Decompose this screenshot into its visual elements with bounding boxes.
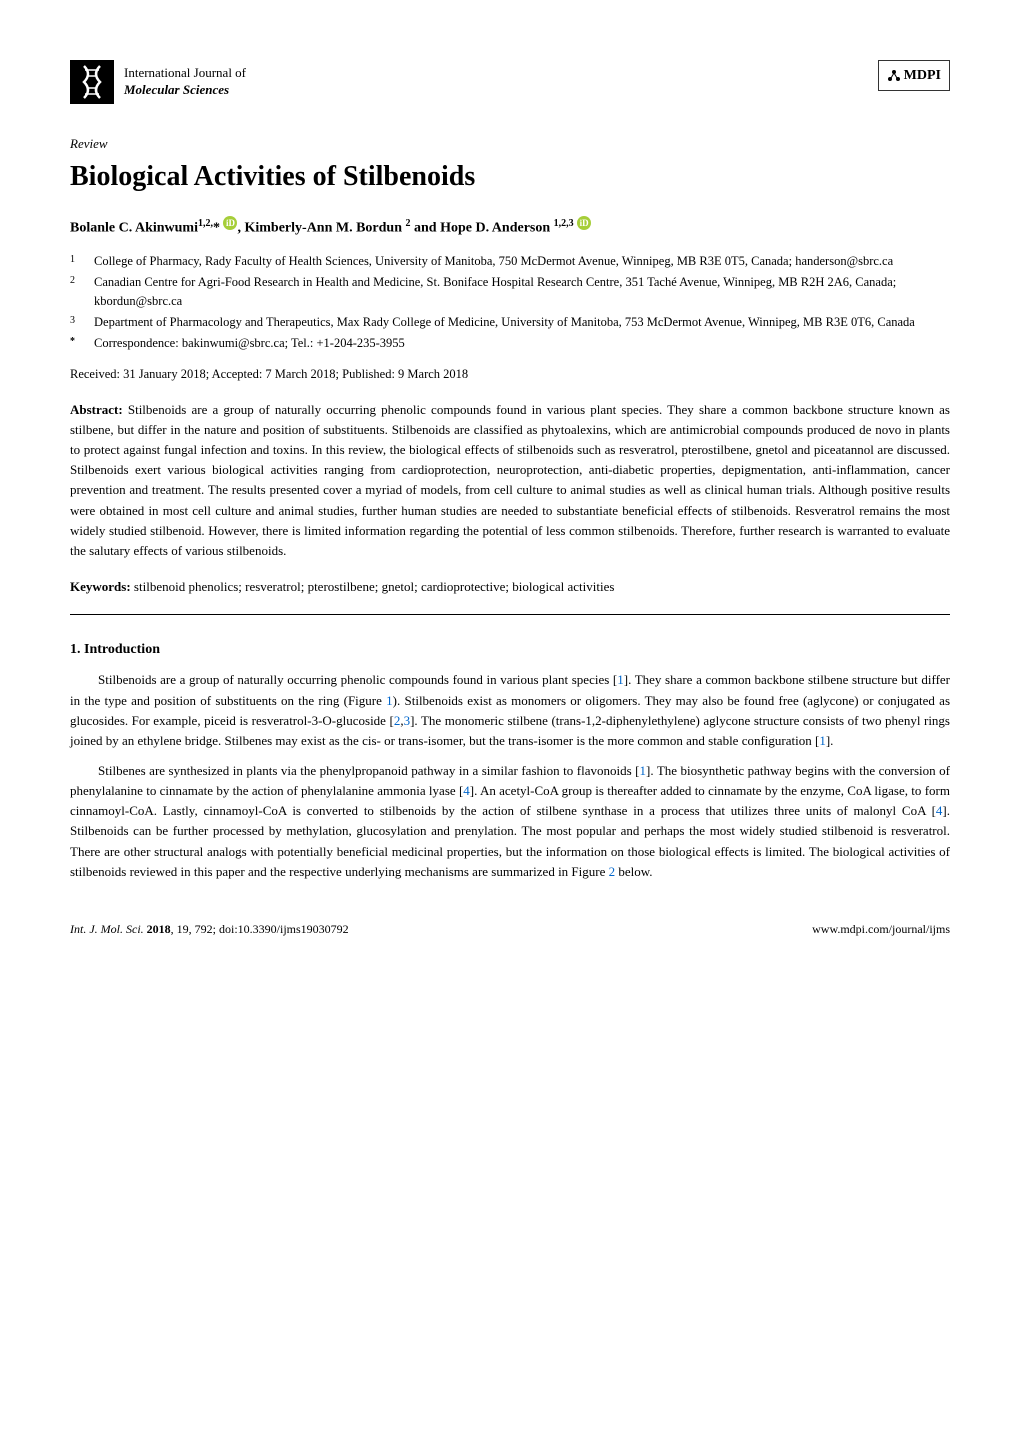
article-type: Review xyxy=(70,134,950,154)
dates-line: Received: 31 January 2018; Accepted: 7 M… xyxy=(70,365,950,384)
abstract-block: Abstract: Stilbenoids are a group of nat… xyxy=(70,400,950,561)
aff-text: College of Pharmacy, Rady Faculty of Hea… xyxy=(94,252,950,271)
paragraph: Stilbenes are synthesized in plants via … xyxy=(70,761,950,882)
footer-year: 2018 xyxy=(147,922,171,936)
author-1-sup: 1,2, xyxy=(198,218,213,229)
article-title: Biological Activities of Stilbenoids xyxy=(70,156,950,198)
affiliation-item: * Correspondence: bakinwumi@sbrc.ca; Tel… xyxy=(70,334,950,353)
section-heading: 1. Introduction xyxy=(70,639,950,660)
authors-line: Bolanle C. Akinwumi1,2,* iD, Kimberly-An… xyxy=(70,216,950,239)
aff-num: 2 xyxy=(70,275,75,286)
footer-doi: , 19, 792; doi:10.3390/ijms19030792 xyxy=(171,922,349,936)
mdpi-label: MDPI xyxy=(904,65,941,86)
aff-text: Canadian Centre for Agri-Food Research i… xyxy=(94,273,950,311)
orcid-icon[interactable]: iD xyxy=(577,216,591,230)
divider xyxy=(70,614,950,615)
abstract-label: Abstract: xyxy=(70,402,123,417)
aff-text: Department of Pharmacology and Therapeut… xyxy=(94,313,950,332)
keywords-label: Keywords: xyxy=(70,579,131,594)
journal-name-line1: International Journal of xyxy=(124,65,246,82)
aff-num: * xyxy=(70,334,94,353)
dna-icon xyxy=(70,60,114,104)
abstract-text: Stilbenoids are a group of naturally occ… xyxy=(70,402,950,558)
mdpi-tree-icon xyxy=(887,69,901,83)
aff-num: 3 xyxy=(70,315,75,326)
affiliation-item: 1 College of Pharmacy, Rady Faculty of H… xyxy=(70,252,950,271)
mdpi-logo: MDPI xyxy=(878,60,950,91)
author-1-asterisk: * xyxy=(213,220,220,235)
keywords-block: Keywords: stilbenoid phenolics; resverat… xyxy=(70,577,950,597)
footer-left: Int. J. Mol. Sci. 2018, 19, 792; doi:10.… xyxy=(70,920,349,938)
footer-right[interactable]: www.mdpi.com/journal/ijms xyxy=(812,920,950,938)
journal-logo-block: International Journal of Molecular Scien… xyxy=(70,60,246,104)
affiliation-item: 3 Department of Pharmacology and Therape… xyxy=(70,313,950,332)
orcid-icon[interactable]: iD xyxy=(223,216,237,230)
author-1: Bolanle C. Akinwumi xyxy=(70,220,198,235)
author-3-sup: 1,2,3 xyxy=(554,218,574,229)
affiliation-item: 2 Canadian Centre for Agri-Food Research… xyxy=(70,273,950,311)
aff-num: 1 xyxy=(70,254,75,265)
keywords-text: stilbenoid phenolics; resveratrol; ptero… xyxy=(131,579,615,594)
journal-name-line2: Molecular Sciences xyxy=(124,82,246,99)
author-3: and Hope D. Anderson xyxy=(411,220,551,235)
author-2: , Kimberly-Ann M. Bordun xyxy=(237,220,402,235)
footer-journal: Int. J. Mol. Sci. xyxy=(70,922,144,936)
page-header: International Journal of Molecular Scien… xyxy=(70,60,950,104)
paragraph: Stilbenoids are a group of naturally occ… xyxy=(70,670,950,751)
body-text: Stilbenoids are a group of naturally occ… xyxy=(70,670,950,881)
journal-name: International Journal of Molecular Scien… xyxy=(124,65,246,99)
affiliations-block: 1 College of Pharmacy, Rady Faculty of H… xyxy=(70,252,950,353)
page-footer: Int. J. Mol. Sci. 2018, 19, 792; doi:10.… xyxy=(70,912,950,938)
aff-text: Correspondence: bakinwumi@sbrc.ca; Tel.:… xyxy=(94,334,950,353)
